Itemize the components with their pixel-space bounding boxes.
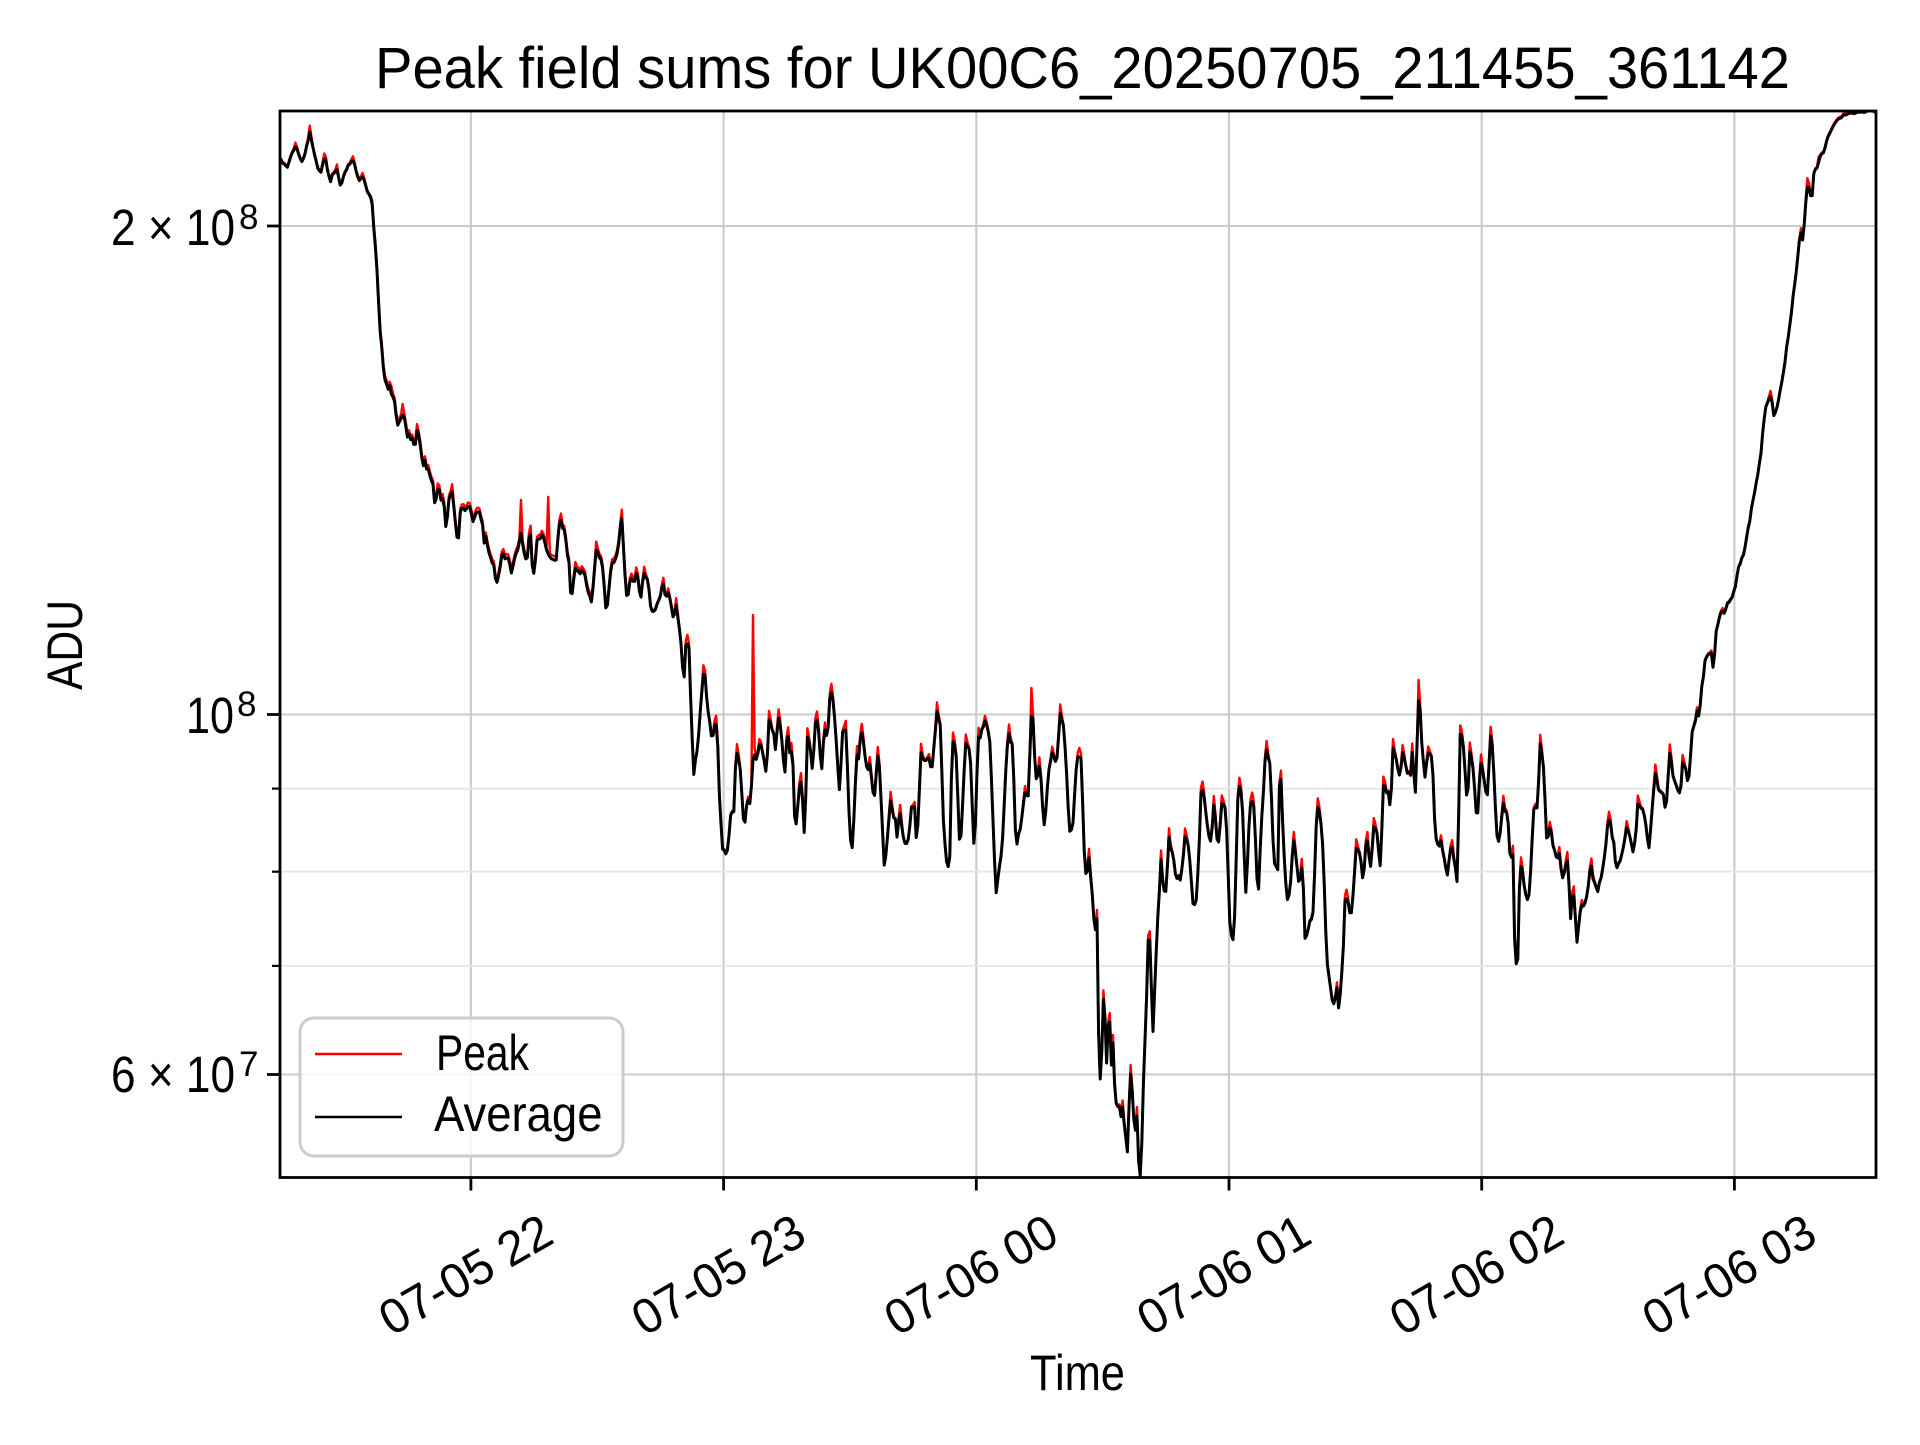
svg-text:ADU: ADU bbox=[37, 600, 93, 690]
svg-text:7: 7 bbox=[239, 1045, 258, 1084]
svg-text:Peak: Peak bbox=[436, 1025, 530, 1081]
svg-text:10: 10 bbox=[186, 687, 234, 744]
svg-text:Peak field sums for UK00C6_202: Peak field sums for UK00C6_20250705_2114… bbox=[375, 36, 1790, 101]
svg-text:2 × 10: 2 × 10 bbox=[111, 199, 235, 256]
svg-text:Time: Time bbox=[1030, 1345, 1125, 1401]
svg-text:Average: Average bbox=[434, 1086, 603, 1142]
svg-text:6 × 10: 6 × 10 bbox=[111, 1046, 235, 1103]
svg-text:8: 8 bbox=[237, 685, 256, 724]
svg-text:8: 8 bbox=[239, 198, 258, 237]
